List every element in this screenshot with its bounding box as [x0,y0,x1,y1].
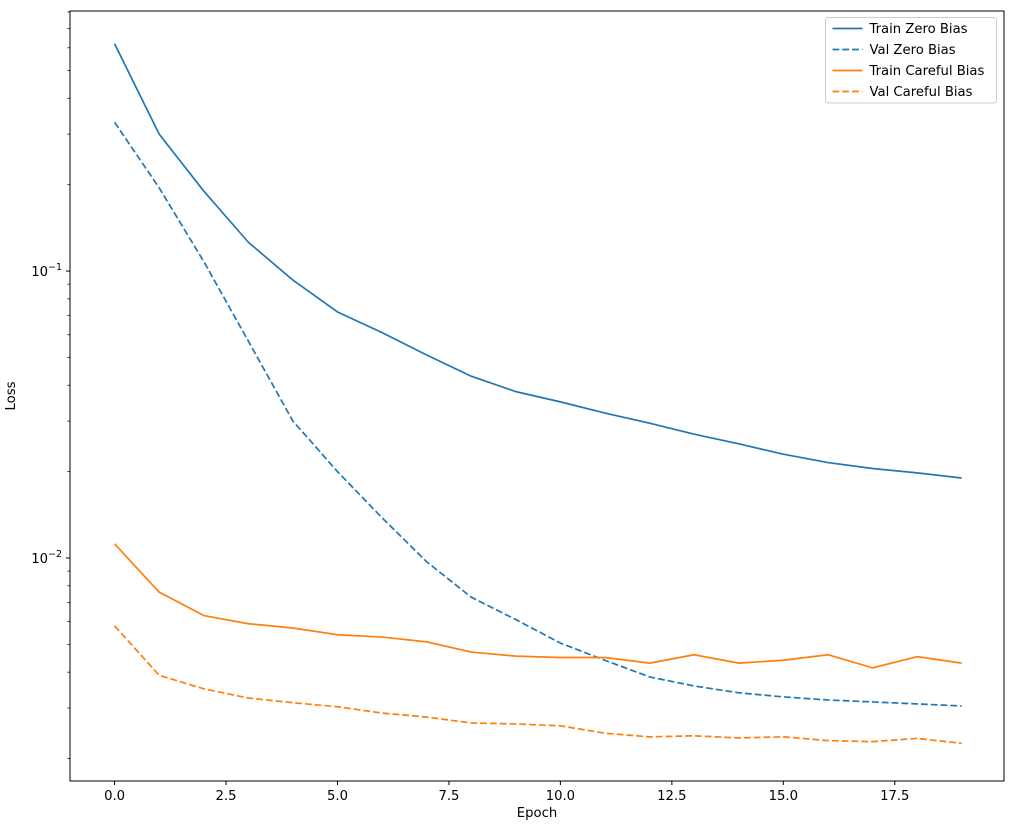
legend-item-train-careful-bias: Train Careful Bias [832,64,985,79]
x-tick-label: 2.5 [216,789,237,804]
y-tick-label: 10−1 [31,262,62,280]
legend-item-val-zero-bias: Val Zero Bias [832,43,956,58]
y-axis: 10−1 10−2 Loss [4,11,70,759]
x-tick-label: 0.0 [104,789,125,804]
series-line-train-zero-bias [113,43,962,479]
legend-item-train-zero-bias: Train Zero Bias [832,22,968,37]
legend-item-val-careful-bias: Val Careful Bias [832,85,973,100]
series-line-train-careful-bias [113,543,962,669]
legend-label: Train Zero Bias [869,22,968,37]
legend-label: Val Careful Bias [870,85,973,100]
legend-label: Val Zero Bias [870,43,956,58]
x-axis-label: Epoch [517,806,557,821]
y-tick-label: 10−2 [31,549,62,567]
x-tick-label: 5.0 [327,789,348,804]
x-tick-label: 10.0 [546,789,575,804]
x-axis: 0.0 2.5 5.0 7.5 10.0 12.5 15.0 17.5 Epoch [104,781,909,821]
legend: Train Zero Bias Val Zero Bias Train Carefu… [825,17,997,104]
y-axis-label: Loss [4,381,19,410]
series-group [113,43,962,745]
x-tick-label: 17.5 [880,789,909,804]
x-tick-label: 15.0 [769,789,798,804]
legend-label: Train Careful Bias [869,64,985,79]
x-tick-label: 7.5 [438,789,459,804]
x-tick-label: 12.5 [657,789,686,804]
legend-box [825,17,997,104]
